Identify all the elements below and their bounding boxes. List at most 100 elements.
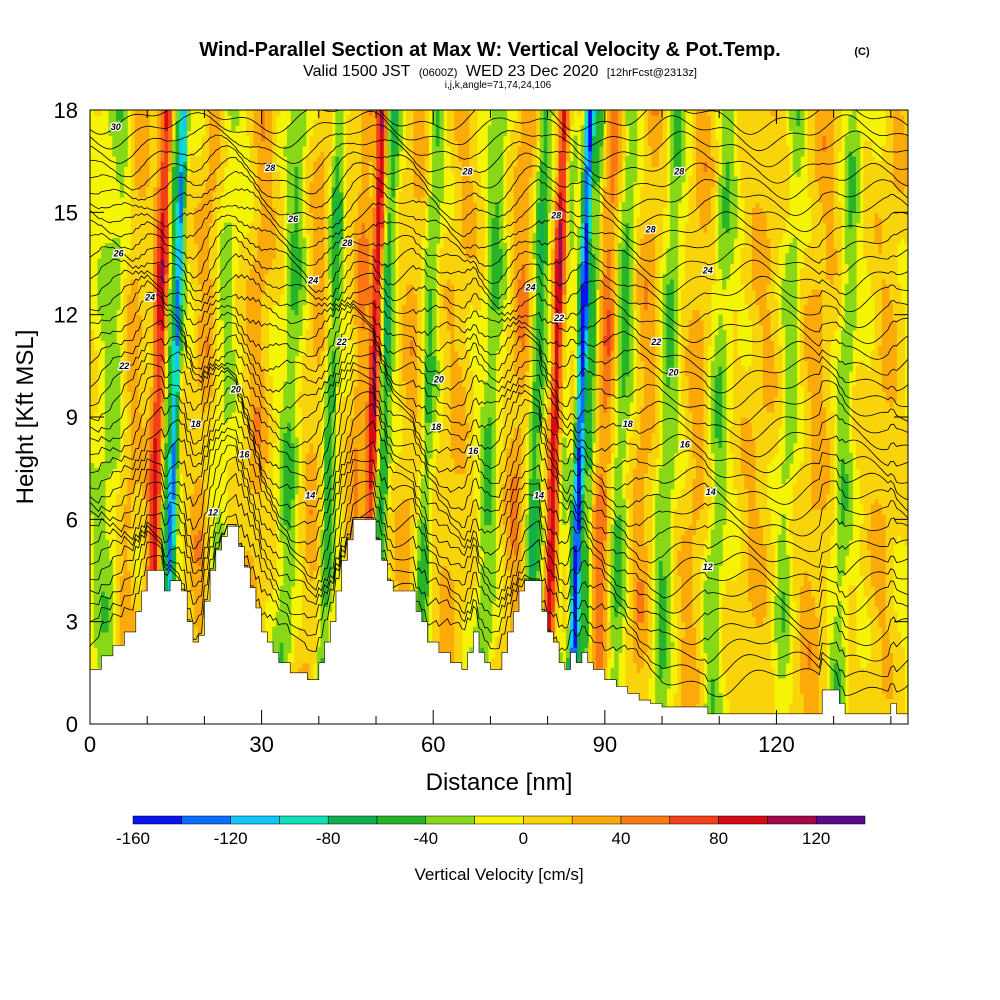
velocity-cell <box>569 529 574 536</box>
velocity-cell <box>614 539 623 546</box>
velocity-cell <box>316 647 329 653</box>
velocity-cell <box>837 463 842 469</box>
velocity-cell <box>528 550 537 556</box>
velocity-cell <box>673 693 682 700</box>
velocity-cell <box>870 524 887 531</box>
velocity-cell <box>528 457 534 464</box>
velocity-cell <box>149 488 154 495</box>
velocity-cell <box>610 616 623 623</box>
velocity-cell <box>502 580 511 587</box>
velocity-cell <box>420 539 426 546</box>
velocity-cell <box>454 621 463 628</box>
velocity-cell <box>852 432 908 439</box>
velocity-cell <box>324 585 329 592</box>
velocity-cell <box>499 524 508 531</box>
velocity-cell <box>145 544 151 551</box>
velocity-cell <box>324 437 333 444</box>
velocity-cell <box>673 606 682 613</box>
velocity-cell <box>316 565 322 572</box>
velocity-cell <box>610 606 615 613</box>
velocity-cell <box>372 457 377 464</box>
velocity-cell <box>614 590 623 597</box>
velocity-cell <box>93 626 102 633</box>
velocity-cell <box>829 473 835 479</box>
velocity-cell <box>543 493 548 500</box>
velocity-cell <box>484 432 493 439</box>
velocity-cell <box>692 417 705 423</box>
velocity-cell <box>417 601 426 607</box>
velocity-cell <box>833 631 842 638</box>
velocity-cell <box>365 483 370 490</box>
velocity-cell <box>420 483 429 490</box>
velocity-cell <box>543 509 548 515</box>
velocity-cell <box>528 417 534 423</box>
velocity-cell <box>324 509 333 515</box>
velocity-cell <box>606 550 612 556</box>
velocity-cell <box>145 565 151 572</box>
velocity-cell <box>666 601 671 607</box>
velocity-cell <box>205 539 210 546</box>
velocity-cell <box>573 463 578 469</box>
velocity-cell <box>632 544 649 551</box>
velocity-cell <box>673 529 686 536</box>
velocity-cell <box>610 637 623 643</box>
velocity-cell <box>368 468 374 474</box>
velocity-cell <box>818 626 827 633</box>
velocity-cell <box>829 672 835 679</box>
velocity-cell <box>610 432 615 439</box>
velocity-cell <box>517 478 522 485</box>
velocity-cell <box>391 478 418 485</box>
velocity-cell <box>714 488 727 495</box>
velocity-cell <box>383 493 389 500</box>
velocity-cell <box>171 468 177 474</box>
velocity-cell <box>606 463 612 469</box>
velocity-cell <box>681 580 693 587</box>
velocity-cell <box>301 447 310 454</box>
velocity-cell <box>792 662 801 669</box>
velocity-cell <box>171 565 177 572</box>
velocity-cell <box>528 488 541 495</box>
velocity-cell <box>142 575 147 582</box>
velocity-cell <box>577 509 582 515</box>
velocity-cell <box>499 509 504 515</box>
velocity-cell <box>372 468 377 474</box>
velocity-cell <box>320 626 329 633</box>
velocity-cell <box>290 437 299 444</box>
velocity-cell <box>547 539 556 546</box>
velocity-cell <box>171 493 177 500</box>
velocity-cell <box>353 478 359 485</box>
velocity-cell <box>714 463 727 469</box>
velocity-cell <box>536 575 541 582</box>
velocity-cell <box>342 555 348 561</box>
velocity-cell <box>164 514 169 520</box>
velocity-cell <box>316 555 322 561</box>
velocity-cell <box>383 519 389 526</box>
velocity-cell <box>655 601 660 607</box>
velocity-cell <box>551 529 556 536</box>
velocity-cell <box>294 488 299 495</box>
velocity-cell <box>614 483 623 490</box>
velocity-cell <box>647 544 653 551</box>
velocity-cell <box>365 427 370 433</box>
velocity-cell <box>353 493 359 500</box>
velocity-cell <box>417 596 426 602</box>
velocity-cell <box>591 519 597 526</box>
velocity-cell <box>528 493 534 500</box>
velocity-cell <box>432 580 441 587</box>
velocity-cell <box>573 529 582 536</box>
velocity-cell <box>848 478 853 485</box>
velocity-cell <box>595 637 604 643</box>
velocity-cell <box>190 626 199 633</box>
velocity-cell <box>387 529 396 536</box>
velocity-cell <box>658 468 675 474</box>
velocity-cell <box>156 452 162 459</box>
velocity-cell <box>565 647 571 653</box>
velocity-cell <box>164 463 169 469</box>
velocity-cell <box>491 519 496 526</box>
velocity-cell <box>722 657 772 664</box>
velocity-cell <box>729 708 775 715</box>
velocity-cell <box>781 529 786 536</box>
velocity-cell <box>863 519 872 526</box>
velocity-cell <box>792 667 801 674</box>
velocity-cell <box>502 601 511 607</box>
